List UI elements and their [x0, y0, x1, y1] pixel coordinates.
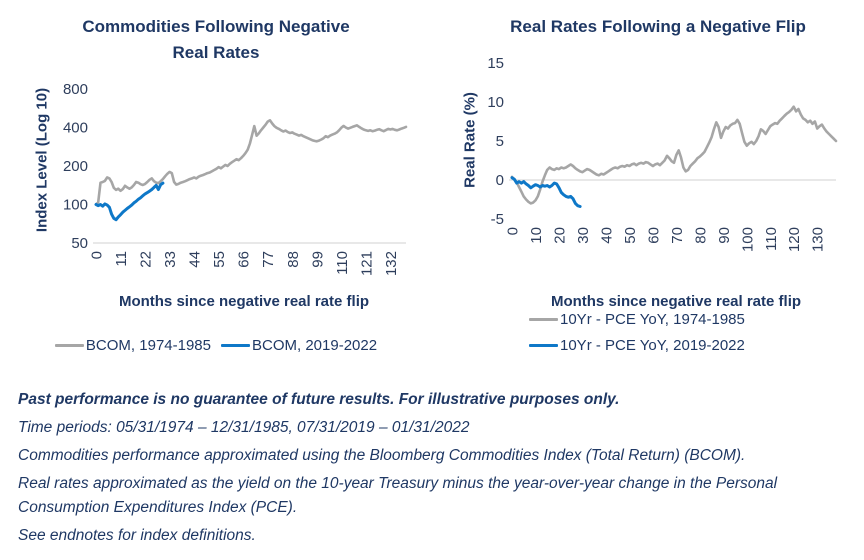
- real-rates-chart-panel: Real Rates Following a Negative Flip Rea…: [432, 0, 864, 390]
- real-rates-x-axis-title: Months since negative real rate flip: [550, 293, 802, 310]
- x-tick-label: 66: [236, 251, 253, 268]
- x-tick-label: 33: [162, 251, 179, 268]
- x-tick-label: 11: [113, 251, 130, 267]
- y-tick-label: 800: [63, 81, 88, 98]
- x-tick-label: 60: [645, 227, 662, 244]
- y-tick-label: 100: [63, 197, 88, 214]
- disclaimer-block: Past performance is no guarantee of futu…: [18, 388, 850, 552]
- x-tick-label: 50: [622, 227, 639, 244]
- y-tick-label: 0: [496, 172, 504, 189]
- legend-label: 10Yr - PCE YoY, 1974-1985: [560, 311, 745, 328]
- legend-label: 10Yr - PCE YoY, 2019-2022: [560, 337, 745, 354]
- y-tick-label: 200: [63, 158, 88, 175]
- x-tick-label: 132: [383, 251, 400, 276]
- gray-line-marker: [529, 317, 558, 322]
- legend-item: 10Yr - PCE YoY, 1974-1985: [529, 311, 745, 328]
- series-line-0: [94, 118, 408, 206]
- legend-label: BCOM, 1974-1985: [85, 337, 211, 354]
- x-tick-label: 77: [260, 251, 277, 268]
- y-tick-label: 15: [487, 55, 504, 72]
- x-tick-label: 121: [358, 251, 375, 276]
- x-tick-label: 22: [138, 251, 155, 268]
- x-tick-label: 20: [551, 227, 568, 244]
- x-tick-label: 0: [89, 251, 106, 259]
- y-tick-label: 50: [71, 235, 88, 252]
- y-tick-label: 10: [487, 94, 504, 111]
- blue-line-marker: [221, 343, 250, 348]
- x-tick-label: 55: [211, 251, 228, 268]
- legend-item: 10Yr - PCE YoY, 2019-2022: [529, 337, 745, 354]
- series-line-1: [94, 181, 165, 222]
- x-tick-label: 44: [187, 251, 204, 268]
- commodities-chart-panel: Commodities Following Negative Real Rate…: [0, 0, 432, 390]
- y-tick-label: -5: [491, 211, 504, 228]
- x-tick-label: 130: [810, 227, 827, 252]
- x-tick-label: 70: [669, 227, 686, 244]
- legend-item: BCOM, 1974-1985: [54, 337, 211, 354]
- commodities-chart-title: Commodities Following Negative Real Rate…: [82, 17, 350, 62]
- x-tick-label: 100: [739, 227, 756, 252]
- x-tick-label: 30: [575, 227, 592, 244]
- x-tick-label: 90: [716, 227, 733, 244]
- y-tick-label: 5: [496, 133, 504, 150]
- commodities-chart-canvas: 800 400 200 100 500 11 22 33 44 55 66 77 88 99 110 121 1…: [63, 81, 408, 276]
- x-tick-label: 40: [598, 227, 615, 244]
- series-line-1: [510, 176, 582, 208]
- commodities-legend: BCOM, 1974-1985 BCOM, 2019-2022: [0, 337, 432, 354]
- x-tick-label: 110: [334, 251, 351, 275]
- x-tick-label: 110: [763, 227, 780, 251]
- commodities-x-axis-title: Months since negative real rate flip: [118, 293, 370, 310]
- disclaimer-line: Past performance is no guarantee of futu…: [18, 391, 620, 408]
- legend-item: BCOM, 2019-2022: [221, 337, 377, 354]
- disclaimer-line: Real rates approximated as the yield on …: [18, 475, 778, 516]
- x-tick-label: 120: [786, 227, 803, 252]
- real-rates-chart-title: Real Rates Following a Negative Flip: [510, 17, 806, 36]
- real-rates-legend: 10Yr - PCE YoY, 1974-1985 10Yr - PCE YoY…: [529, 311, 745, 354]
- disclaimer-line: See endnotes for index definitions.: [18, 527, 256, 544]
- blue-line-marker: [529, 343, 558, 348]
- gray-line-marker: [54, 343, 84, 348]
- x-tick-label: 10: [528, 227, 545, 244]
- x-tick-label: 80: [692, 227, 709, 244]
- disclaimer-line: Commodities performance approximated usi…: [18, 447, 746, 464]
- disclaimer-line: Time periods: 05/31/1974 – 12/31/1985, 0…: [18, 419, 470, 436]
- x-tick-label: 0: [505, 227, 522, 235]
- legend-label: BCOM, 2019-2022: [252, 337, 378, 354]
- x-tick-label: 99: [309, 251, 326, 268]
- x-tick-label: 88: [285, 251, 302, 268]
- series-line-0: [510, 105, 838, 205]
- y-tick-label: 400: [63, 120, 88, 137]
